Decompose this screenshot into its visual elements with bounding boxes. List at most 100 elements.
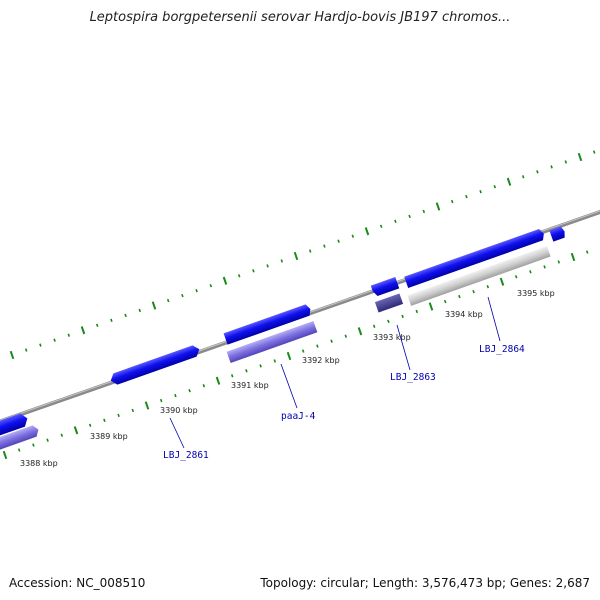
minor-tick (259, 364, 262, 368)
minor-tick (486, 285, 490, 289)
minor-tick (422, 209, 426, 214)
outer-tick-row (9, 150, 596, 360)
kbp-label: 3391 kbp (231, 381, 269, 390)
leader-line-lbj2864 (487, 296, 501, 342)
minor-tick (138, 308, 142, 313)
major-tick (144, 401, 150, 410)
minor-tick (159, 398, 163, 403)
minor-tick (550, 165, 553, 169)
minor-tick (131, 408, 135, 413)
minor-tick (67, 333, 71, 337)
feature-product-lbj2864[interactable] (407, 246, 551, 306)
minor-tick (60, 433, 64, 437)
minor-tick (316, 344, 319, 348)
minor-tick (230, 374, 234, 378)
minor-tick (280, 259, 284, 263)
kbp-label: 3389 kbp (90, 432, 128, 441)
kbp-label: 3393 kbp (373, 333, 411, 342)
minor-tick (17, 448, 21, 452)
minor-tick (458, 294, 461, 299)
minor-tick (351, 234, 355, 238)
minor-tick (117, 413, 120, 418)
minor-tick (202, 384, 206, 388)
minor-tick (237, 274, 241, 278)
accession-text: Accession: NC_008510 (9, 576, 146, 590)
gene-arrow-lbj2863[interactable] (370, 277, 400, 297)
minor-tick (174, 393, 177, 398)
kbp-label: 3388 kbp (20, 459, 58, 468)
minor-tick (379, 224, 383, 228)
minor-tick (415, 309, 419, 314)
feature-product-lbj2863[interactable] (374, 293, 404, 313)
gene-arrow-lbj2865[interactable] (549, 226, 566, 242)
minor-tick (195, 288, 198, 293)
minor-tick (585, 250, 589, 254)
minor-tick (337, 239, 340, 243)
minor-tick (124, 313, 127, 318)
minor-tick (245, 369, 248, 373)
major-tick (215, 376, 221, 385)
gene-arrow-lbj2860[interactable] (0, 412, 30, 442)
minor-tick (209, 284, 213, 288)
leader-line-lbj2861 (169, 417, 185, 449)
minor-tick (529, 270, 532, 274)
minor-tick (394, 219, 397, 224)
kbp-label: 3390 kbp (160, 406, 198, 415)
minor-tick (372, 324, 376, 328)
gene-label-lbj2864[interactable]: LBJ_2864 (479, 344, 525, 355)
minor-tick (450, 199, 454, 204)
minor-tick (24, 348, 28, 352)
minor-tick (110, 318, 113, 323)
minor-tick (514, 275, 518, 279)
feature-product-paaj4[interactable] (226, 320, 318, 364)
major-tick (435, 202, 441, 211)
minor-tick (266, 264, 269, 268)
minor-tick (95, 323, 99, 327)
kbp-label: 3394 kbp (445, 310, 483, 319)
minor-tick (39, 343, 42, 347)
minor-tick (443, 299, 447, 304)
feature-product-left[interactable] (0, 424, 40, 455)
major-tick (570, 252, 576, 262)
minor-tick (88, 423, 92, 427)
leader-line-lbj2863 (396, 324, 411, 371)
minor-tick (543, 265, 546, 269)
minor-tick (188, 388, 191, 393)
gene-label-lbj2863[interactable]: LBJ_2863 (390, 372, 436, 383)
gene-arrow-lbj2864[interactable] (404, 228, 546, 289)
gene-arrow-lbj2861[interactable] (109, 344, 202, 387)
major-tick (80, 326, 86, 335)
major-tick (286, 351, 292, 361)
minor-tick (493, 185, 497, 189)
minor-tick (472, 289, 475, 294)
major-tick (499, 277, 505, 286)
major-tick (222, 276, 228, 285)
minor-tick (344, 334, 348, 338)
minor-tick (32, 443, 35, 447)
minor-tick (181, 293, 184, 298)
inner-tick-row (2, 250, 589, 460)
minor-tick (387, 319, 390, 324)
minor-tick (323, 244, 326, 248)
major-tick (577, 152, 583, 162)
gene-arrow-paaj4[interactable] (223, 303, 313, 345)
minor-tick (465, 194, 468, 199)
major-tick (506, 177, 512, 186)
minor-tick (46, 438, 49, 442)
minor-tick (301, 349, 305, 353)
minor-tick (521, 175, 525, 179)
minor-tick (330, 339, 333, 343)
leader-line-paaj4 (280, 363, 298, 409)
topology-text: Topology: circular; Length: 3,576,473 bp… (260, 576, 590, 590)
minor-tick (479, 189, 482, 194)
major-tick (364, 227, 370, 236)
minor-tick (252, 269, 255, 273)
gene-label-paaj4[interactable]: paaJ-4 (281, 411, 316, 422)
major-tick (428, 302, 434, 311)
minor-tick (557, 260, 561, 264)
kbp-label: 3392 kbp (302, 356, 340, 365)
minor-tick (564, 160, 568, 164)
gene-label-lbj2861[interactable]: LBJ_2861 (163, 450, 209, 461)
major-tick (9, 350, 15, 360)
